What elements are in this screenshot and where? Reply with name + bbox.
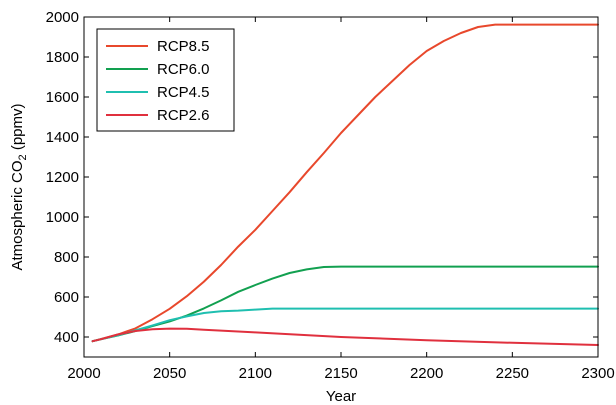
series-layer xyxy=(91,23,599,346)
legend-items: RCP8.5 RCP6.0 RCP4.5 RCP2.6 xyxy=(106,38,210,124)
ticks-layer: 2000 2050 2100 2150 2200 2250 2300 400 600 800 100… xyxy=(46,9,615,382)
y-tick-label-1400: 1400 xyxy=(46,129,79,146)
series-line-rcp85 xyxy=(91,23,599,343)
x-tick-label-2050: 2050 xyxy=(153,365,186,382)
y-axis-label: Atmospheric CO2 (ppmv) xyxy=(9,103,29,270)
y-axis-label-main: Atmospheric CO xyxy=(9,160,26,270)
series-line-rcp26 xyxy=(91,327,599,346)
x-tick-label-2300: 2300 xyxy=(581,365,614,382)
y-tick-label-1000: 1000 xyxy=(46,209,79,226)
legend-label-rcp45: RCP4.5 xyxy=(157,84,210,101)
legend-label-rcp26: RCP2.6 xyxy=(157,107,210,124)
y-tick-label-1600: 1600 xyxy=(46,89,79,106)
y-tick-label-1800: 1800 xyxy=(46,49,79,66)
y-tick-label-2000: 2000 xyxy=(46,9,79,26)
y-tick-label-600: 600 xyxy=(54,289,79,306)
x-tick-label-2000: 2000 xyxy=(67,365,100,382)
y-axis-label-unit: (ppmv) xyxy=(9,103,26,154)
y-axis-label-subscript: 2 xyxy=(17,154,29,160)
x-tick-label-2250: 2250 xyxy=(496,365,529,382)
y-tick-label-1200: 1200 xyxy=(46,169,79,186)
legend-label-rcp60: RCP6.0 xyxy=(157,61,210,78)
x-tick-label-2150: 2150 xyxy=(324,365,357,382)
x-tick-label-2100: 2100 xyxy=(239,365,272,382)
x-tick-label-2200: 2200 xyxy=(410,365,443,382)
y-tick-label-400: 400 xyxy=(54,329,79,346)
legend-label-rcp85: RCP8.5 xyxy=(157,38,210,55)
y-tick-label-800: 800 xyxy=(54,249,79,266)
x-axis-label: Year xyxy=(326,388,356,405)
legend: RCP8.5 RCP6.0 RCP4.5 RCP2.6 xyxy=(96,28,235,132)
